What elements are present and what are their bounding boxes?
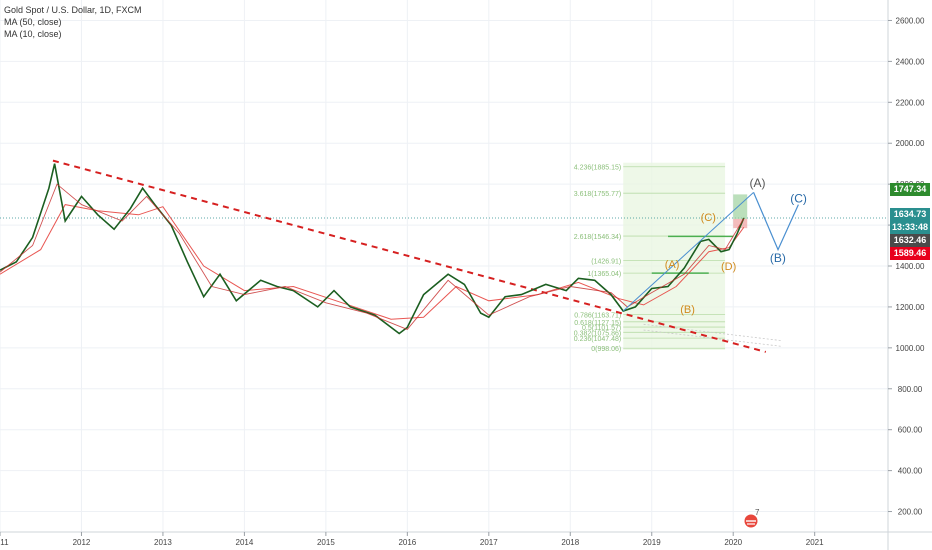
fib-level-label: 1(1365.04) [587, 271, 621, 278]
current-price-tag: 1634.73 [890, 208, 930, 221]
legend-symbol-title[interactable]: Gold Spot / U.S. Dollar, 1D, FXCM [4, 5, 142, 15]
position-loss-zone[interactable] [733, 218, 748, 229]
x-tick-label: 2011 [0, 538, 9, 547]
chart-legend: Gold Spot / U.S. Dollar, 1D, FXCM MA (50… [4, 4, 142, 40]
fib-level-label: 4.236(1885.15) [574, 165, 621, 172]
wave-label-a-major: (A) [750, 176, 766, 190]
watermark-count: 7 [755, 508, 760, 517]
x-tick-label: 2012 [73, 538, 91, 547]
wave-label-c-minor: (C) [701, 212, 716, 224]
wave-label-c-major: (C) [790, 192, 807, 206]
legend-ma50[interactable]: MA (50, close) [4, 17, 62, 27]
position-profit-zone[interactable] [733, 194, 748, 219]
ma50-line[interactable] [0, 204, 745, 320]
ma50-price-tag: 1589.46 [890, 247, 930, 260]
wave-projection[interactable] [753, 192, 799, 252]
fib-level-label: 2.618(1546.34) [574, 234, 621, 241]
wave-label-b-minor: (B) [680, 304, 695, 316]
x-tick-label: 2018 [561, 538, 579, 547]
downtrend-line[interactable] [52, 159, 767, 353]
x-tick-label: 2015 [317, 538, 335, 547]
ma10-price-tag: 1632.46 [890, 234, 930, 247]
x-tick-label: 2013 [154, 538, 172, 547]
wave-line-a[interactable] [622, 191, 754, 312]
fib-level-label: 0(998.06) [591, 346, 621, 353]
y-tick-label: 800.00 [898, 385, 923, 394]
y-tick-label: 600.00 [898, 426, 923, 435]
fib-level-label: 0.618(1127.15) [574, 320, 621, 327]
y-tick-label: 1400.00 [896, 262, 925, 271]
y-tick-label: 1000.00 [896, 344, 925, 353]
fib-level-label: 0.5(1101.57) [582, 325, 621, 332]
wave-label-a-minor: (A) [665, 259, 680, 271]
x-tick-label: 2017 [480, 538, 498, 547]
x-tick-label: 2016 [398, 538, 416, 547]
tradingview-logo-icon[interactable]: 7 [743, 508, 763, 528]
legend-ma10[interactable]: MA (10, close) [4, 29, 62, 39]
countdown-tag: 13:33:48 [890, 221, 930, 234]
y-tick-label: 1200.00 [896, 303, 925, 312]
wave-label-b-major: (B) [770, 251, 786, 265]
y-tick-label: 200.00 [898, 508, 923, 517]
x-tick-label: 2021 [806, 538, 824, 547]
y-tick-label: 2000.00 [896, 139, 925, 148]
fib-level-label: 3.618(1755.77) [574, 191, 621, 198]
x-tick-label: 2020 [724, 538, 742, 547]
target-price-tag: 1747.34 [890, 183, 930, 196]
y-tick-label: 2200.00 [896, 98, 925, 107]
ma10-line[interactable] [0, 183, 745, 330]
wave-label-d-minor: (D) [721, 261, 736, 273]
y-tick-label: 2400.00 [896, 57, 925, 66]
x-tick-label: 2019 [643, 538, 661, 547]
fib-dotted-line [643, 323, 783, 342]
fib-level-label: 0.786(1163.71) [574, 312, 621, 319]
fib-level-label: (1426.91) [591, 258, 621, 265]
y-tick-label: 400.00 [898, 467, 923, 476]
price-line[interactable] [0, 163, 745, 335]
y-tick-label: 2600.00 [896, 16, 925, 25]
fib-level-label: 0.236(1047.48) [574, 336, 621, 343]
x-tick-label: 2014 [236, 538, 254, 547]
fib-level-label: 0.382(1075.86) [574, 330, 621, 337]
